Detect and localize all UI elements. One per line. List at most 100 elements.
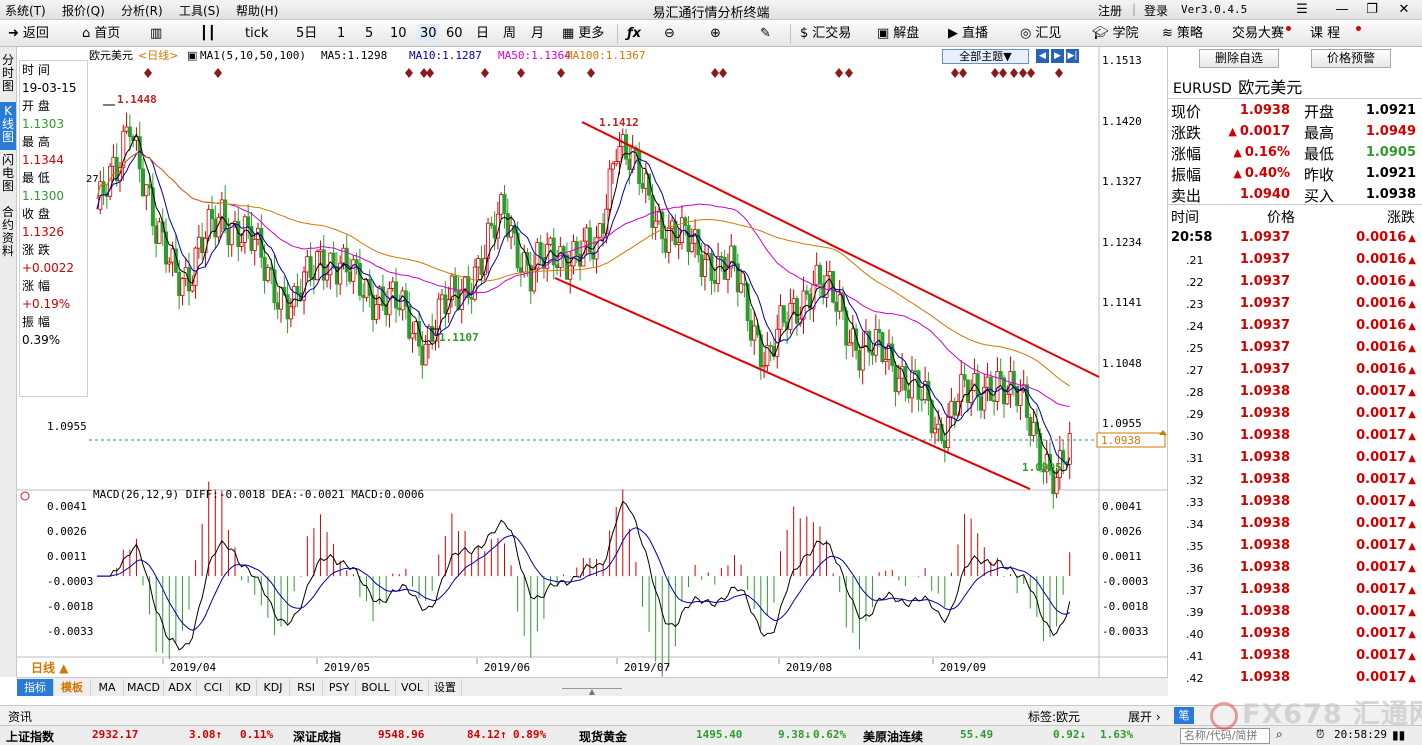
period-5m[interactable]: 5 (365, 26, 374, 41)
tab-contract-info[interactable]: 合约资料 (1, 205, 14, 258)
candle-body (259, 227, 264, 258)
indicator-tab-9[interactable]: PSY (323, 679, 356, 696)
huijian-button[interactable]: ◎ 汇见 (1020, 24, 1061, 44)
tick-row[interactable]: .30 1.0938 0.0017 ▲ (1168, 428, 1422, 450)
tick-row[interactable]: .40 1.0938 0.0017 ▲ (1168, 626, 1422, 648)
tick-row[interactable]: .34 1.0938 0.0017 ▲ (1168, 516, 1422, 538)
tick-row[interactable]: .32 1.0938 0.0017 ▲ (1168, 472, 1422, 494)
tab-kline[interactable]: K线图 (0, 102, 16, 150)
register-link[interactable]: 注册 (1098, 4, 1123, 18)
indicator-tab-11[interactable]: VOL (396, 679, 429, 696)
tick-row[interactable]: .28 1.0938 0.0017 ▲ (1168, 384, 1422, 406)
period-week[interactable]: 周 (503, 26, 517, 41)
tick-row[interactable]: .29 1.0938 0.0017 ▲ (1168, 406, 1422, 428)
school-button[interactable]: 🎓︎ 学院 (1092, 24, 1139, 44)
nav-left-icon[interactable]: ◀ (1036, 49, 1049, 63)
tick-row[interactable]: .23 1.0937 0.0016 ▲ (1168, 296, 1422, 318)
maximize-icon[interactable]: ❐ (1366, 2, 1378, 17)
ticker-value: 55.49 (960, 728, 994, 741)
tick-row[interactable]: .33 1.0938 0.0017 ▲ (1168, 494, 1422, 516)
period-day[interactable]: 日 (476, 26, 490, 41)
menu-quotes[interactable]: 报价(Q) (62, 4, 105, 18)
menu-help[interactable]: 帮助(H) (236, 4, 279, 18)
tick-row[interactable]: .37 1.0938 0.0017 ▲ (1168, 582, 1422, 604)
tick-row[interactable]: 20:58 1.0937 0.0016 ▲ (1168, 230, 1422, 252)
tick-row[interactable]: .41 1.0938 0.0017 ▲ (1168, 648, 1422, 670)
price-alert-button[interactable]: 价格预警 (1311, 49, 1391, 68)
indicator-tab-10[interactable]: BOLL (356, 679, 396, 696)
formula-button[interactable]: ƒx (627, 24, 641, 44)
tick-row[interactable]: .24 1.0937 0.0016 ▲ (1168, 318, 1422, 340)
tab-flash-chart[interactable]: 闪电图 (1, 153, 14, 193)
period-selector[interactable]: 日线 ▲ (31, 661, 69, 675)
tick-button[interactable]: tick (245, 26, 269, 41)
search-input[interactable]: 名称/代码/简拼 (1180, 728, 1270, 744)
panel-resize-handle[interactable]: ▲ (562, 688, 622, 696)
menu-analysis[interactable]: 分析(R) (121, 4, 163, 18)
candle (817, 262, 822, 299)
period-10m[interactable]: 10 (390, 26, 407, 41)
delete-favorite-button[interactable]: 删除自选 (1199, 49, 1279, 68)
theme-dropdown[interactable]: 全部主题▼ (942, 49, 1029, 64)
live-button[interactable]: ▶ 直播 (948, 24, 988, 44)
tick-row[interactable]: .42 1.0938 0.0017 ▲ (1168, 670, 1422, 692)
more-button[interactable]: ▦ 更多 (562, 24, 604, 44)
menu-system[interactable]: 系统(T) (5, 4, 46, 18)
tick-row[interactable]: .36 1.0938 0.0017 ▲ (1168, 560, 1422, 582)
period-30m[interactable]: 30 (418, 24, 439, 44)
period-60m[interactable]: 60 (446, 26, 463, 41)
indicator-tab-8[interactable]: RSI (290, 679, 323, 696)
chart-type-button[interactable]: ▥ (150, 24, 166, 44)
ma-toggle-icon[interactable]: ▣ (187, 49, 197, 62)
indicator-tab-3[interactable]: MACD (124, 679, 164, 696)
home-button[interactable]: ⌂ 首页 (82, 24, 120, 44)
indicator-tab-6[interactable]: KD (230, 679, 257, 696)
menu-icon[interactable]: ☰ (1296, 2, 1308, 17)
close-icon[interactable]: ✕ (1398, 2, 1410, 17)
menu-tools[interactable]: 工具(S) (179, 4, 220, 18)
tick-change: 0.0017 ▲ (1356, 516, 1416, 531)
strategy-button[interactable]: ≋ 策略 (1162, 24, 1203, 44)
period-1m[interactable]: 1 (337, 26, 346, 41)
candle-button[interactable]: ┃┃ (200, 24, 220, 44)
period-month[interactable]: 月 (531, 26, 545, 41)
arrow-up-icon: ▲ (1408, 409, 1416, 420)
tab-timeshare[interactable]: 分时图 (1, 53, 14, 93)
course-button[interactable]: 课 程 (1310, 24, 1340, 44)
period-5d[interactable]: 5日 (296, 26, 318, 41)
tick-row[interactable]: .25 1.0937 0.0016 ▲ (1168, 340, 1422, 362)
chart-text: 欧元美元 <日线> ▣ MA1(5,10,50,100) MA5:1.1298 … (47, 48, 1167, 674)
indicator-tab-7[interactable]: KDJ (257, 679, 290, 696)
indicator-tab-1[interactable]: 模板 (54, 679, 91, 696)
draw-button[interactable]: ✎ (760, 24, 771, 44)
tick-row[interactable]: .21 1.0937 0.0016 ▲ (1168, 252, 1422, 274)
indicator-tab-4[interactable]: ADX (164, 679, 197, 696)
back-button[interactable]: ➜ 返回 (8, 24, 49, 44)
contest-button[interactable]: 交易大赛 (1232, 24, 1284, 44)
zoom-in-button[interactable]: ⊕ (710, 24, 721, 44)
chart-canvas[interactable]: 欧元美元 <日线> ▣ MA1(5,10,50,100) MA5:1.1298 … (17, 47, 1168, 677)
nav-right-icon[interactable]: ▶ (1051, 49, 1064, 63)
zoom-out-button[interactable]: ⊖ (664, 24, 675, 44)
tick-row[interactable]: .27 1.0937 0.0016 ▲ (1168, 362, 1422, 384)
pen-button[interactable]: 笔 (1174, 707, 1194, 724)
expand-button[interactable]: 展开 › (1128, 708, 1161, 725)
indicator-tab-2[interactable]: MA (91, 679, 124, 696)
indicator-tab-5[interactable]: CCI (197, 679, 230, 696)
tick-row[interactable]: .22 1.0937 0.0016 ▲ (1168, 274, 1422, 296)
analysis-button[interactable]: ▣ 解盘 (877, 24, 919, 44)
news-label[interactable]: 资讯 (8, 710, 33, 724)
tick-change: 0.0017 ▲ (1356, 626, 1416, 641)
tick-row[interactable]: .31 1.0938 0.0017 ▲ (1168, 450, 1422, 472)
nav-end-icon[interactable]: ▶| (1066, 49, 1079, 63)
tick-row[interactable]: .39 1.0938 0.0017 ▲ (1168, 604, 1422, 626)
search-icon[interactable]: ⌕ (1276, 727, 1283, 741)
minimize-icon[interactable]: — (1335, 2, 1349, 17)
kline-chart-area[interactable]: 欧元美元 <日线> ▣ MA1(5,10,50,100) MA5:1.1298 … (17, 47, 1168, 677)
fx-trade-button[interactable]: $ 汇交易 (800, 24, 851, 44)
indicator-tab-0[interactable]: 指标 (17, 679, 54, 696)
tick-row[interactable]: .35 1.0938 0.0017 ▲ (1168, 538, 1422, 560)
indicator-tab-12[interactable]: 设置 (429, 679, 462, 696)
price-axis-label: 1.1327 (1102, 175, 1142, 188)
login-link[interactable]: 登录 (1144, 4, 1169, 18)
